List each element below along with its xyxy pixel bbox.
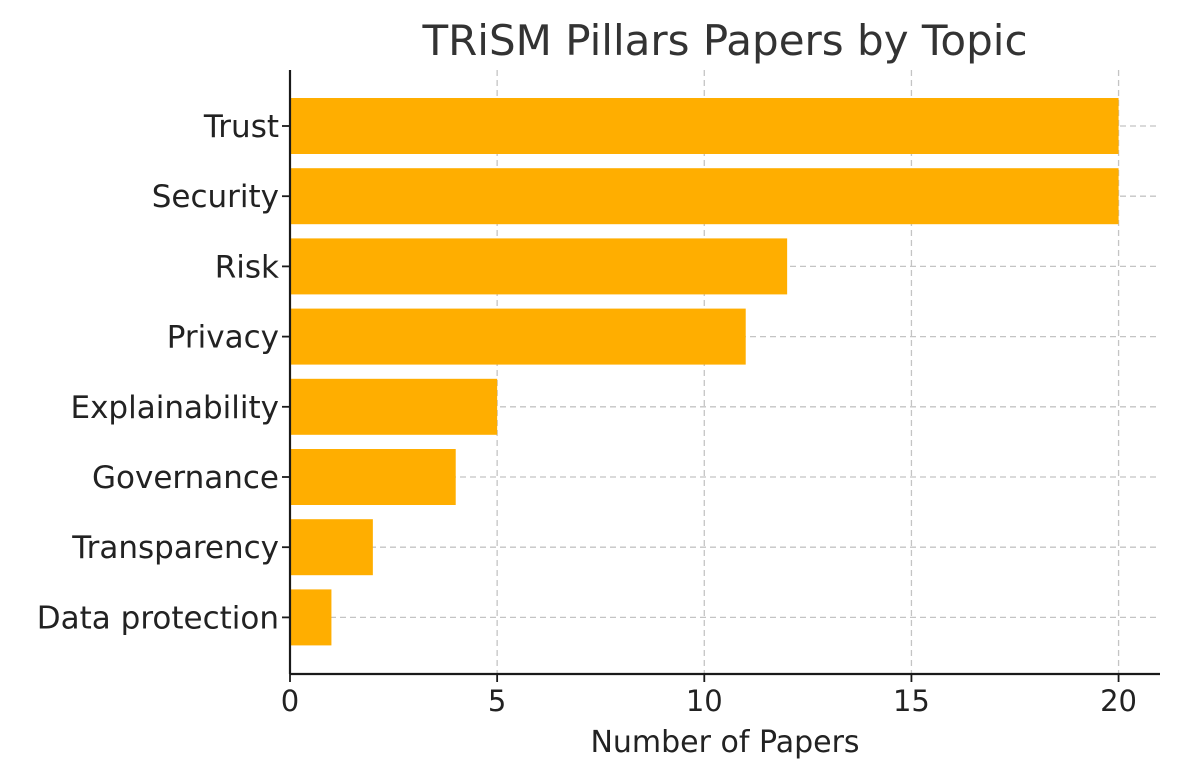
x-tick-label: 15: [893, 684, 930, 718]
category-label: Explainability: [71, 390, 280, 426]
bar-trust: [290, 98, 1119, 154]
category-label: Trust: [203, 109, 279, 145]
x-tick-label: 10: [686, 684, 723, 718]
bar-security: [290, 168, 1119, 225]
category-label: Privacy: [167, 320, 279, 356]
ticks-layer: 0 5 10 15 20: [281, 125, 1137, 718]
grid-layer: [289, 70, 1160, 674]
x-tick-label: 0: [281, 684, 299, 718]
bar-risk: [290, 238, 788, 295]
category-label: Security: [152, 179, 279, 215]
category-label: Data protection: [37, 600, 279, 636]
bar-data-protection: [290, 589, 332, 646]
chart-title: TRiSM Pillars Papers by Topic: [421, 16, 1027, 65]
x-tick-label: 5: [488, 684, 506, 718]
category-label: Risk: [215, 249, 279, 285]
bar-transparency: [290, 519, 373, 576]
bars-layer: [290, 98, 1119, 646]
bar-governance: [290, 449, 456, 505]
category-labels: Trust Security Risk Privacy Explainability Go…: [37, 109, 279, 636]
category-label: Governance: [92, 460, 279, 496]
x-axis-title: Number of Papers: [590, 725, 859, 760]
category-label: Transparency: [71, 530, 279, 566]
x-tick-label: 20: [1100, 684, 1137, 718]
bar-privacy: [290, 308, 746, 365]
bar-explainability: [290, 378, 498, 435]
